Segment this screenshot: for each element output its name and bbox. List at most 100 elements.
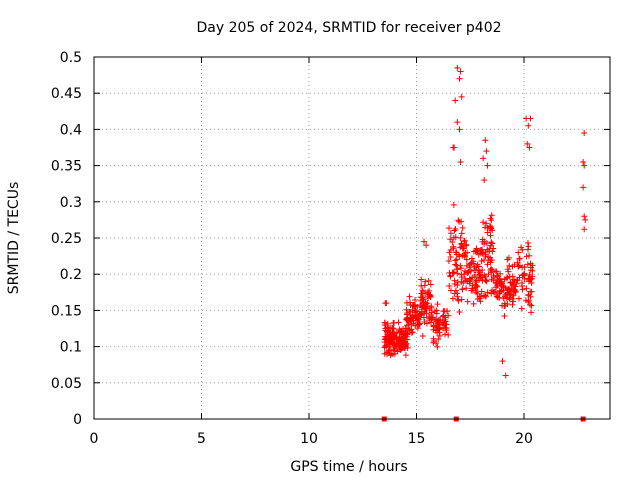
data-point [412, 307, 419, 314]
data-point [419, 333, 426, 340]
data-point [441, 321, 448, 328]
data-point [521, 270, 528, 277]
data-point [484, 162, 491, 169]
data-point [452, 234, 459, 241]
data-point [486, 245, 493, 252]
data-point [510, 298, 517, 305]
data-point [471, 267, 478, 274]
data-point [512, 289, 519, 296]
data-point [489, 240, 496, 247]
data-point [520, 271, 527, 278]
y-tick-label: 0.15 [51, 303, 82, 319]
data-point [481, 240, 488, 247]
data-point [458, 274, 465, 281]
data-point [450, 201, 457, 208]
data-point [455, 217, 462, 224]
data-point [423, 242, 430, 249]
data-point [434, 301, 441, 308]
data-point [450, 270, 457, 277]
y-tick-label: 0.05 [51, 376, 82, 392]
data-point [457, 234, 464, 241]
y-tick-label: 0 [73, 412, 82, 428]
data-point [524, 140, 531, 147]
y-tick-label: 0.4 [60, 122, 82, 138]
data-point [464, 298, 471, 305]
data-point [413, 308, 420, 315]
data-point [441, 307, 448, 314]
data-point [505, 268, 512, 275]
data-point [454, 282, 461, 289]
data-point [417, 294, 424, 301]
data-point [427, 292, 434, 299]
data-point [453, 249, 460, 256]
data-point [523, 285, 530, 292]
data-point [480, 155, 487, 162]
chart-title: Day 205 of 2024, SRMTID for receiver p40… [196, 20, 501, 36]
data-point [478, 288, 485, 295]
data-point [467, 267, 474, 274]
data-point [402, 352, 409, 359]
data-point [382, 300, 389, 307]
data-point [446, 282, 453, 289]
data-point [382, 333, 389, 340]
data-point [494, 272, 501, 279]
y-tick-label: 0.45 [51, 86, 82, 102]
data-point [404, 336, 411, 343]
data-point [434, 343, 441, 350]
data-point [493, 268, 500, 275]
data-point [447, 273, 454, 280]
data-point [458, 230, 465, 237]
data-point [487, 226, 494, 233]
data-point [414, 325, 421, 332]
data-point [518, 305, 525, 312]
data-point [455, 297, 462, 304]
data-point [452, 97, 459, 104]
data-point [528, 275, 535, 282]
data-point [472, 287, 479, 294]
data-point [509, 301, 516, 308]
data-point [506, 296, 513, 303]
data-point [404, 317, 411, 324]
data-point [463, 285, 470, 292]
x-tick-label: 5 [197, 431, 206, 447]
data-point [381, 322, 388, 329]
data-point [515, 263, 522, 270]
data-point [488, 290, 495, 297]
data-point [428, 309, 435, 316]
data-point [433, 316, 440, 323]
data-point [466, 278, 473, 285]
data-point [496, 275, 503, 282]
data-point [484, 261, 491, 268]
data-point [525, 122, 532, 129]
data-point [507, 290, 514, 297]
data-point [488, 225, 495, 232]
data-point [480, 292, 487, 299]
data-point [516, 255, 523, 262]
data-point [582, 216, 589, 223]
data-point [581, 130, 588, 137]
data-point [510, 292, 517, 299]
data-point [451, 227, 458, 234]
data-point [391, 340, 398, 347]
data-point [451, 280, 458, 287]
data-point [504, 274, 511, 281]
data-point [518, 244, 525, 251]
data-point [496, 294, 503, 301]
data-point [422, 301, 429, 308]
data-point [404, 322, 411, 329]
data-point [426, 287, 433, 294]
data-point [481, 177, 488, 184]
data-point [501, 300, 508, 307]
data-point [507, 280, 514, 287]
data-point [445, 312, 452, 319]
data-point [501, 312, 508, 319]
data-point [449, 269, 456, 276]
plot-border [93, 56, 611, 420]
data-point [387, 337, 394, 344]
data-point [447, 254, 454, 261]
data-point [581, 213, 588, 220]
data-point [409, 306, 416, 313]
data-point [516, 274, 523, 281]
data-point [457, 68, 464, 75]
data-point [384, 320, 391, 327]
